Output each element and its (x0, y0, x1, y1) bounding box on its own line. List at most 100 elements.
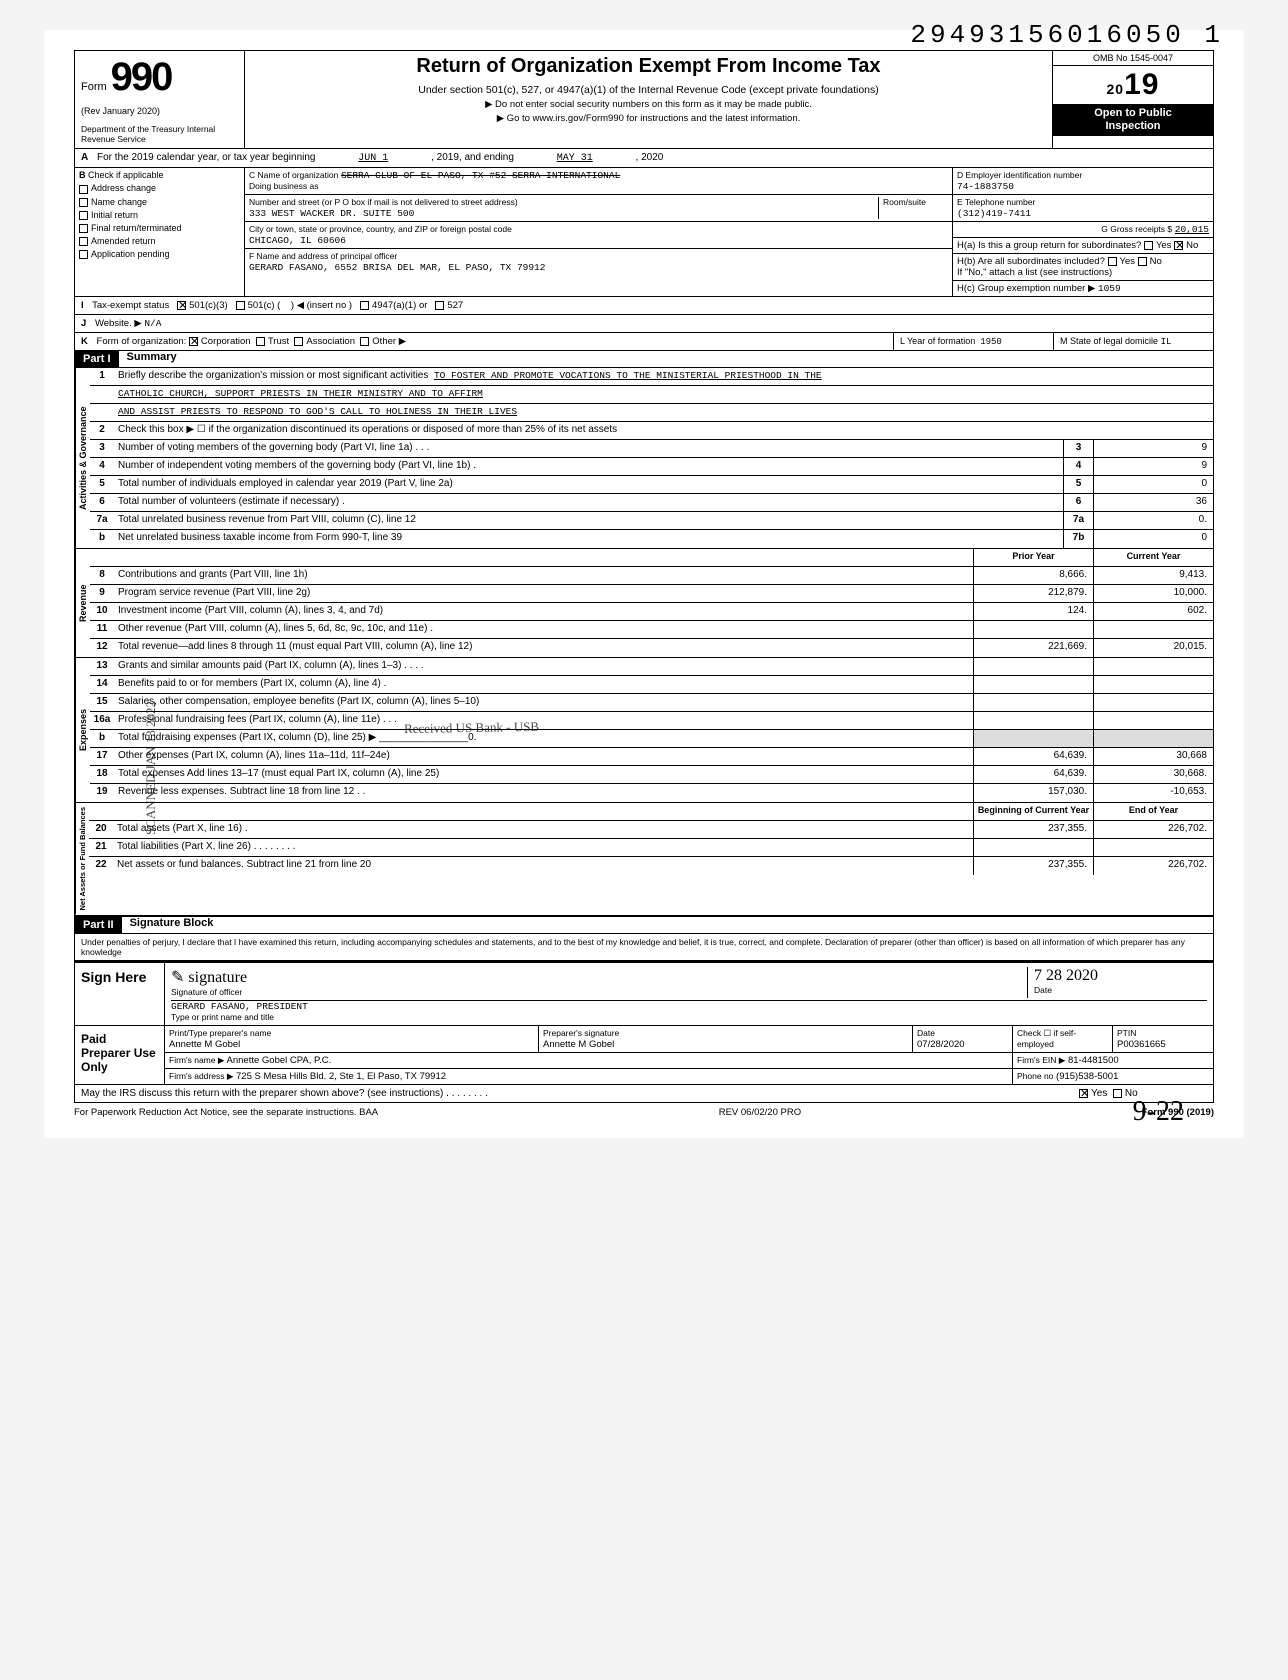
open-public: Open to PublicInspection (1053, 104, 1213, 136)
firm-phone: (915)538-5001 (1056, 1071, 1118, 1082)
line-j: J Website. ▶ N/A (74, 315, 1214, 333)
summary-line: 9Program service revenue (Part VIII, lin… (90, 585, 1213, 603)
omb-number: OMB No 1545-0047 (1053, 51, 1213, 66)
website: N/A (144, 318, 161, 329)
exp-vert-label: Expenses (75, 658, 90, 802)
hb-no-checkbox[interactable] (1138, 257, 1147, 266)
form-subtitle: Under section 501(c), 527, or 4947(a)(1)… (253, 84, 1044, 96)
summary-line: 19Revenue less expenses. Subtract line 1… (90, 784, 1213, 802)
summary-line: 22Net assets or fund balances. Subtract … (89, 857, 1213, 875)
sign-here-label: Sign Here (75, 963, 165, 1025)
signature-block: Sign Here ✎ signatureSignature of office… (74, 961, 1214, 1085)
summary-line: bTotal fundraising expenses (Part IX, co… (90, 730, 1213, 748)
summary-line: 16aProfessional fundraising fees (Part I… (90, 712, 1213, 730)
summary-line: 13Grants and similar amounts paid (Part … (90, 658, 1213, 676)
header-middle: Return of Organization Exempt From Incom… (245, 51, 1053, 148)
principal-officer: GERARD FASANO, 6552 BRISA DEL MAR, EL PA… (249, 262, 545, 273)
org-name: SERRA CLUB OF EL PASO, TX #52 SERRA INTE… (341, 170, 620, 181)
year-formation: 1950 (980, 337, 1002, 347)
revenue-block: Revenue Prior YearCurrent Year 8Contribu… (74, 549, 1214, 658)
netassets-block: Net Assets or Fund Balances Beginning of… (74, 803, 1214, 916)
check-item[interactable] (79, 198, 88, 207)
revision-line: (Rev January 2020) (81, 106, 238, 116)
summary-line: 11Other revenue (Part VIII, column (A), … (90, 621, 1213, 639)
officer-signature: ✎ signature (171, 969, 247, 986)
line-i: I Tax-exempt status 501(c)(3) 501(c) ( )… (74, 297, 1214, 315)
discuss-yes-checkbox[interactable] (1079, 1089, 1088, 1098)
527-checkbox[interactable] (435, 301, 444, 310)
group-exemption: 1059 (1098, 283, 1121, 294)
trust-checkbox[interactable] (256, 337, 265, 346)
summary-line: 15Salaries, other compensation, employee… (90, 694, 1213, 712)
form-title: Return of Organization Exempt From Incom… (253, 55, 1044, 78)
part1-header: Part I Summary (74, 351, 1214, 368)
form-note-1: ▶ Do not enter social security numbers o… (253, 99, 1044, 110)
col-b: B Check if applicable Address changeName… (75, 168, 245, 296)
gov-vert-label: Activities & Governance (75, 368, 90, 548)
hb-yes-checkbox[interactable] (1108, 257, 1117, 266)
tax-year: 2019 (1053, 66, 1213, 104)
ein: 74-1883750 (957, 181, 1014, 192)
part2-header: Part II Signature Block (74, 916, 1214, 934)
gross-receipts: 20,015 (1175, 224, 1209, 235)
rev-vert-label: Revenue (75, 549, 90, 657)
ptin: P00361665 (1117, 1039, 1166, 1050)
state-domicile: IL (1161, 337, 1172, 347)
scanned-stamp: SCANNED JAN 13 2022 (143, 701, 159, 835)
501c-checkbox[interactable] (236, 301, 245, 310)
paid-preparer-label: Paid Preparer Use Only (75, 1026, 165, 1084)
summary-line: 5Total number of individuals employed in… (90, 476, 1213, 494)
col-c: C Name of organization SERRA CLUB OF EL … (245, 168, 953, 296)
summary-line: 7aTotal unrelated business revenue from … (90, 512, 1213, 530)
summary-line: bNet unrelated business taxable income f… (90, 530, 1213, 548)
ha-no-checkbox[interactable] (1174, 241, 1183, 250)
summary-line: 18Total expenses Add lines 13–17 (must e… (90, 766, 1213, 784)
org-address: 333 WEST WACKER DR. SUITE 500 (249, 208, 414, 219)
ha-yes-checkbox[interactable] (1144, 241, 1153, 250)
4947-checkbox[interactable] (360, 301, 369, 310)
telephone: (312)419-7411 (957, 208, 1031, 219)
na-vert-label: Net Assets or Fund Balances (75, 803, 89, 915)
handwritten-note: 9-22 (1133, 1096, 1184, 1128)
summary-line: 4Number of independent voting members of… (90, 458, 1213, 476)
dept-line: Department of the Treasury Internal Reve… (81, 124, 238, 144)
check-item[interactable] (79, 185, 88, 194)
summary-line: 12Total revenue—add lines 8 through 11 (… (90, 639, 1213, 657)
corp-checkbox[interactable] (189, 337, 198, 346)
summary-line: 3Number of voting members of the governi… (90, 440, 1213, 458)
firm-name: Annette Gobel CPA, P.C. (227, 1055, 332, 1066)
summary-line: 14Benefits paid to or for members (Part … (90, 676, 1213, 694)
form-note-2: ▶ Go to www.irs.gov/Form990 for instruct… (253, 113, 1044, 124)
preparer-date: 07/28/2020 (917, 1039, 965, 1050)
preparer-name: Annette M Gobel (169, 1039, 240, 1050)
form-word: Form (81, 81, 107, 93)
sign-date: 7 28 2020 (1034, 967, 1098, 984)
col-d: D Employer identification number74-18837… (953, 168, 1213, 296)
assoc-checkbox[interactable] (294, 337, 303, 346)
declaration: Under penalties of perjury, I declare th… (74, 934, 1214, 961)
check-item[interactable] (79, 237, 88, 246)
summary-line: 21Total liabilities (Part X, line 26) . … (89, 839, 1213, 857)
bcd-block: B Check if applicable Address changeName… (74, 168, 1214, 297)
governance-block: Activities & Governance 1Briefly describ… (74, 368, 1214, 549)
header-left: Form990 (Rev January 2020) Department of… (75, 51, 245, 148)
page-footer: For Paperwork Reduction Act Notice, see … (74, 1103, 1214, 1118)
form-page: 29493156016050 1 Form990 (Rev January 20… (44, 30, 1244, 1138)
check-item[interactable] (79, 250, 88, 259)
other-checkbox[interactable] (360, 337, 369, 346)
summary-line: 20Total assets (Part X, line 16) .237,35… (89, 821, 1213, 839)
received-stamp: Received US Bank - USB (404, 719, 539, 737)
form-header: Form990 (Rev January 2020) Department of… (74, 50, 1214, 149)
preparer-sig: Annette M Gobel (543, 1039, 614, 1050)
check-item[interactable] (79, 211, 88, 220)
summary-line: 6Total number of volunteers (estimate if… (90, 494, 1213, 512)
discuss-no-checkbox[interactable] (1113, 1089, 1122, 1098)
501c3-checkbox[interactable] (177, 301, 186, 310)
check-item[interactable] (79, 224, 88, 233)
firm-address: 725 S Mesa Hills Bld. 2, Ste 1, El Paso,… (236, 1071, 446, 1082)
line-a: A For the 2019 calendar year, or tax yea… (74, 149, 1214, 168)
summary-line: 17Other expenses (Part IX, column (A), l… (90, 748, 1213, 766)
firm-ein: 81-4481500 (1068, 1055, 1119, 1066)
officer-name: GERARD FASANO, PRESIDENT (171, 1001, 308, 1012)
summary-line: 8Contributions and grants (Part VIII, li… (90, 567, 1213, 585)
